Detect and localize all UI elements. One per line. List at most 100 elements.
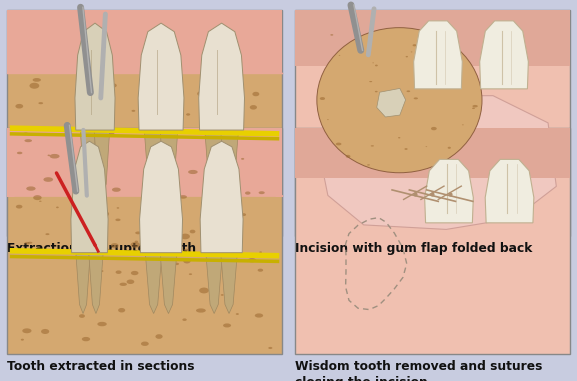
Ellipse shape xyxy=(111,243,119,248)
Polygon shape xyxy=(144,132,162,195)
Ellipse shape xyxy=(179,195,187,199)
Ellipse shape xyxy=(243,133,249,135)
Ellipse shape xyxy=(39,201,42,202)
Ellipse shape xyxy=(346,155,350,158)
Ellipse shape xyxy=(118,308,125,312)
Ellipse shape xyxy=(92,253,99,257)
Ellipse shape xyxy=(398,137,400,138)
Ellipse shape xyxy=(99,211,109,217)
Ellipse shape xyxy=(336,142,342,146)
Ellipse shape xyxy=(112,187,121,192)
Ellipse shape xyxy=(190,230,196,234)
Ellipse shape xyxy=(372,62,374,63)
Ellipse shape xyxy=(241,213,246,216)
Ellipse shape xyxy=(241,158,244,160)
Polygon shape xyxy=(140,141,182,253)
Polygon shape xyxy=(160,255,177,314)
Ellipse shape xyxy=(108,83,117,88)
Ellipse shape xyxy=(179,217,182,219)
Ellipse shape xyxy=(404,148,407,150)
Ellipse shape xyxy=(43,177,53,182)
Ellipse shape xyxy=(115,219,121,221)
Ellipse shape xyxy=(144,195,151,198)
Ellipse shape xyxy=(207,143,215,147)
Ellipse shape xyxy=(50,154,59,158)
Ellipse shape xyxy=(250,105,257,110)
Text: Wisdom tooth removed and sutures
closing the incision: Wisdom tooth removed and sutures closing… xyxy=(295,360,542,381)
Polygon shape xyxy=(317,96,556,229)
Ellipse shape xyxy=(24,139,32,142)
Ellipse shape xyxy=(79,314,85,318)
Ellipse shape xyxy=(151,200,162,206)
Ellipse shape xyxy=(98,322,107,326)
Ellipse shape xyxy=(426,146,427,147)
Ellipse shape xyxy=(252,92,259,96)
Ellipse shape xyxy=(236,313,239,315)
Ellipse shape xyxy=(199,288,209,293)
Ellipse shape xyxy=(406,56,408,58)
Ellipse shape xyxy=(169,122,171,123)
Ellipse shape xyxy=(221,294,224,296)
Ellipse shape xyxy=(188,170,198,174)
Ellipse shape xyxy=(16,104,23,109)
Ellipse shape xyxy=(155,334,163,339)
Ellipse shape xyxy=(212,217,220,221)
Ellipse shape xyxy=(220,93,225,95)
Ellipse shape xyxy=(413,44,417,46)
Ellipse shape xyxy=(420,85,425,88)
Polygon shape xyxy=(206,255,222,314)
Ellipse shape xyxy=(226,223,228,224)
Ellipse shape xyxy=(255,314,263,318)
Ellipse shape xyxy=(132,110,136,112)
Bar xyxy=(295,128,570,178)
Polygon shape xyxy=(221,132,238,195)
Ellipse shape xyxy=(151,300,155,303)
Ellipse shape xyxy=(388,108,392,110)
Ellipse shape xyxy=(232,202,238,205)
Polygon shape xyxy=(205,132,222,195)
Ellipse shape xyxy=(174,263,179,265)
Bar xyxy=(7,128,282,196)
Ellipse shape xyxy=(91,215,99,218)
Ellipse shape xyxy=(227,264,234,269)
Polygon shape xyxy=(221,255,237,314)
Ellipse shape xyxy=(170,229,173,231)
Ellipse shape xyxy=(99,270,103,272)
Ellipse shape xyxy=(134,240,138,243)
Ellipse shape xyxy=(16,205,23,208)
Ellipse shape xyxy=(211,224,219,229)
Ellipse shape xyxy=(181,234,190,239)
Ellipse shape xyxy=(212,278,218,280)
Ellipse shape xyxy=(473,105,478,107)
Ellipse shape xyxy=(369,81,372,82)
Polygon shape xyxy=(377,88,406,117)
Polygon shape xyxy=(200,141,243,253)
Ellipse shape xyxy=(82,337,90,341)
Ellipse shape xyxy=(230,194,241,199)
Ellipse shape xyxy=(87,147,91,149)
Ellipse shape xyxy=(149,165,152,166)
Ellipse shape xyxy=(107,132,115,136)
Ellipse shape xyxy=(130,242,140,248)
Ellipse shape xyxy=(24,242,29,245)
Bar xyxy=(295,128,570,354)
Ellipse shape xyxy=(183,249,189,252)
Ellipse shape xyxy=(78,250,88,253)
Ellipse shape xyxy=(72,163,80,168)
Ellipse shape xyxy=(135,232,141,234)
Polygon shape xyxy=(80,132,96,195)
Ellipse shape xyxy=(164,223,171,226)
Ellipse shape xyxy=(26,186,36,191)
Ellipse shape xyxy=(149,247,153,250)
Bar xyxy=(7,128,282,354)
Polygon shape xyxy=(198,23,245,130)
Ellipse shape xyxy=(119,283,127,286)
Ellipse shape xyxy=(207,198,216,203)
Ellipse shape xyxy=(317,28,482,173)
Polygon shape xyxy=(76,255,90,314)
Ellipse shape xyxy=(93,179,100,184)
Polygon shape xyxy=(485,159,534,223)
Polygon shape xyxy=(138,23,184,130)
Ellipse shape xyxy=(104,249,114,254)
Ellipse shape xyxy=(245,191,250,195)
